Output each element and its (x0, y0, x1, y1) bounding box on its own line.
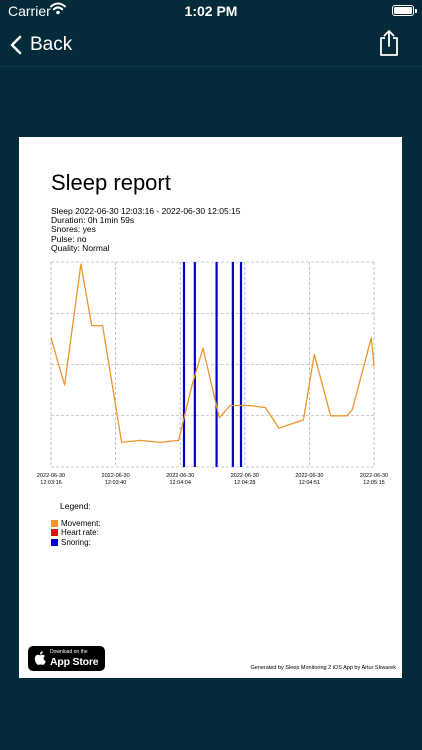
app-store-badge[interactable]: Download on the App Store (28, 646, 105, 671)
x-tick-label-time: 12:04:51 (299, 480, 320, 486)
legend-label: Heart rate: (61, 528, 99, 537)
apple-icon (34, 651, 46, 665)
carrier-label: Carrier (8, 3, 51, 19)
x-tick-label-time: 12:04:04 (169, 480, 190, 486)
quality-line: Quality: Normal (51, 243, 110, 253)
legend-label: Movement: (61, 519, 101, 528)
sleep-chart: 2022-06-3012:03:162022-06-3012:03:402022… (37, 261, 388, 486)
legend-label: Snoring: (61, 538, 91, 547)
x-tick-label-date: 2022-06-30 (231, 473, 259, 479)
x-tick-label-time: 12:03:40 (105, 480, 126, 486)
wifi-icon (50, 2, 66, 15)
battery-icon (392, 5, 417, 16)
pulse-line: Pulse: no (51, 234, 87, 244)
status-time: 1:02 PM (184, 3, 238, 19)
duration-line: Duration: 0h 1min 59s (51, 215, 135, 225)
back-button[interactable]: Back (10, 28, 72, 62)
sleep-range-line: Sleep 2022-06-30 12:03:16 - 2022-06-30 1… (51, 206, 241, 216)
legend-swatch (51, 539, 58, 546)
back-label: Back (30, 34, 73, 55)
legend-title: Legend: (60, 501, 91, 511)
share-icon[interactable] (378, 28, 400, 58)
movement-series-line (50, 263, 375, 444)
badge-big-text: App Store (50, 656, 99, 668)
x-tick-label-time: 12:04:28 (234, 480, 255, 486)
sleep-report-page: Sleep report Sleep 2022-06-30 12:03:16 -… (19, 137, 402, 678)
legend-item-heart-rate: Heart rate: (51, 528, 99, 537)
x-tick-label-date: 2022-06-30 (37, 473, 65, 479)
x-tick-label-date: 2022-06-30 (166, 473, 194, 479)
legend-swatch (51, 529, 58, 536)
x-tick-label-time: 12:03:16 (40, 480, 61, 486)
legend-swatch (51, 520, 58, 527)
chevron-left-icon (10, 35, 22, 55)
legend-item-snoring: Snoring: (51, 538, 91, 547)
status-bar: Carrier 1:02 PM (0, 0, 422, 24)
badge-small-text: Download on the (50, 649, 88, 655)
report-title: Sleep report (51, 170, 171, 195)
legend-item-movement: Movement: (51, 519, 101, 528)
nav-bar: Back (0, 24, 422, 67)
x-tick-label-date: 2022-06-30 (360, 473, 388, 479)
x-tick-label-date: 2022-06-30 (102, 473, 130, 479)
snores-line: Snores: yes (51, 224, 96, 234)
x-tick-label-time: 12:05:15 (363, 480, 384, 486)
footer-note: Generated by Sleep Monitoring 2 iOS App … (250, 665, 396, 671)
x-tick-label-date: 2022-06-30 (295, 473, 323, 479)
